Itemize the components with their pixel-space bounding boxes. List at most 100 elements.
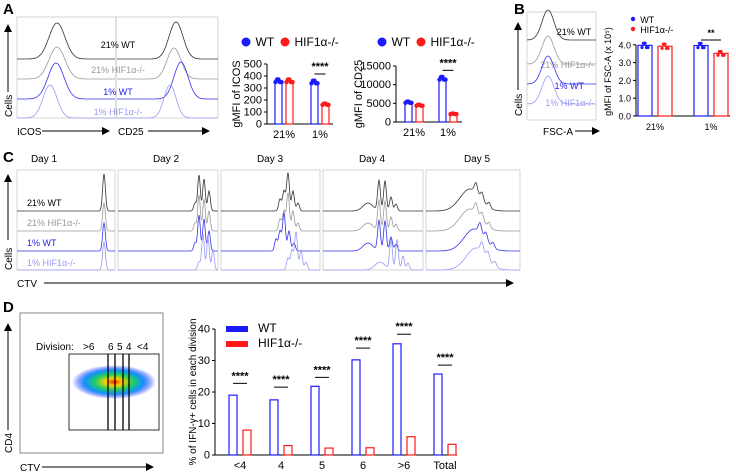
bar-hif xyxy=(406,436,416,456)
y-tick-label: 10000 xyxy=(360,79,391,91)
legend-marker-wt xyxy=(630,16,636,22)
day2-trace xyxy=(118,214,218,252)
x-tick-label: 21% xyxy=(646,122,664,132)
cd25-trace xyxy=(117,21,218,60)
data-point xyxy=(660,46,664,50)
bar-hif xyxy=(447,443,457,456)
significance-stars: ** xyxy=(707,28,715,38)
significance-stars: **** xyxy=(231,370,249,382)
hist-label-1-hif: 1% HIF1α-/- xyxy=(94,107,143,117)
bar-hif xyxy=(285,80,294,125)
x-tick-label: 21% xyxy=(273,129,295,141)
data-point xyxy=(285,77,291,82)
division-6: 6 xyxy=(108,342,114,353)
significance-stars: **** xyxy=(436,352,454,364)
legend-swatch-hif xyxy=(226,341,248,347)
data-point xyxy=(407,100,413,106)
y-tick-label: 30 xyxy=(198,355,210,367)
fsc-trace xyxy=(527,55,596,85)
data-point xyxy=(640,45,644,50)
y-tick-label: 15000 xyxy=(360,61,391,73)
division-gates xyxy=(107,354,130,430)
density-cloud xyxy=(72,365,156,399)
bar-wt xyxy=(310,81,319,125)
x-tick-label: 5 xyxy=(319,460,325,472)
bar-wt xyxy=(404,101,413,123)
x-tick-label: 1% xyxy=(440,127,456,139)
y-axis-label: gMFI of ICOS xyxy=(231,60,243,127)
y-tick-label: 10 xyxy=(198,418,210,430)
legend-marker-hif xyxy=(630,26,636,32)
bar-wt xyxy=(392,343,402,456)
legend-label-wt: WT xyxy=(258,321,277,335)
legend-label-wt: WT xyxy=(640,15,654,25)
division-gt6: >6 xyxy=(83,342,95,353)
bar-hif xyxy=(242,429,252,456)
y-tick-label: 300 xyxy=(244,83,262,95)
bar-wt xyxy=(310,385,320,456)
day4-trace xyxy=(323,218,423,252)
significance-stars: **** xyxy=(395,321,413,333)
ctv-axis-label-d: CTV xyxy=(20,463,40,474)
day-1-label: Day 1 xyxy=(31,154,58,165)
data-point xyxy=(641,41,646,45)
fsc-chart: 0.0 1.0 2.0 3.0 4.0 gMFI of FSC-A (x 10⁵) 21% 1… xyxy=(603,15,730,132)
bar-wt xyxy=(274,80,283,125)
legend-label-wt: WT xyxy=(256,35,275,49)
hist-b-label-1-hif: 1% HIF1α-/- xyxy=(545,98,594,108)
data-point xyxy=(720,53,725,57)
x-tick-label: <4 xyxy=(234,460,247,472)
x-tick-label: Total xyxy=(433,460,456,472)
data-point xyxy=(452,111,458,117)
day-3-label: Day 3 xyxy=(257,154,284,165)
day2-trace xyxy=(118,194,218,232)
hist-label-1-wt: 1% WT xyxy=(103,87,133,97)
cd4-axis-label: CD4 xyxy=(4,433,15,453)
y-axis-label: gMFI of CD25 xyxy=(353,60,365,128)
panel-label-b: B xyxy=(514,1,525,18)
day1-trace xyxy=(17,173,115,212)
data-point xyxy=(441,77,447,82)
day4-trace xyxy=(323,237,423,271)
significance-stars: **** xyxy=(313,364,331,376)
day-5-label: Day 5 xyxy=(464,154,491,165)
y-tick-label: 0 xyxy=(385,117,391,129)
data-point xyxy=(661,42,666,46)
significance-stars: **** xyxy=(439,57,457,69)
bar-hif xyxy=(283,444,293,456)
y-tick-label: 0 xyxy=(256,119,262,131)
cells-axis-label-a: Cells xyxy=(4,95,15,117)
y-tick-label: 500 xyxy=(244,59,262,71)
data-point xyxy=(664,46,669,50)
legend-label-wt: WT xyxy=(392,35,411,49)
legend-marker-hif xyxy=(416,37,426,47)
y-tick-label: 5000 xyxy=(367,98,391,110)
day3-trace xyxy=(221,192,320,232)
c-label-1-wt: 1% WT xyxy=(27,238,57,248)
data-point xyxy=(313,81,319,86)
hist-b-label-21-wt: 21% WT xyxy=(557,27,592,37)
fsc-trace xyxy=(527,9,596,41)
y-tick-label: 100 xyxy=(244,107,262,119)
legend-marker-wt xyxy=(241,37,251,47)
division-lt4: <4 xyxy=(137,342,149,353)
c-label-1-hif: 1% HIF1α-/- xyxy=(27,258,76,268)
hist-b-label-1-wt: 1% WT xyxy=(554,81,584,91)
division-4: 4 xyxy=(126,342,132,353)
day3-trace xyxy=(221,172,320,212)
fsc-trace xyxy=(527,35,596,65)
y-tick-label: 400 xyxy=(244,71,262,83)
legend-marker-hif xyxy=(280,37,290,47)
x-tick-label: 6 xyxy=(360,460,366,472)
y-tick-label: 20 xyxy=(198,387,210,399)
hist-label-21-hif: 21% HIF1α-/- xyxy=(91,65,145,75)
ctv-proliferation-histograms: Day 1 Day 2 Day 3 Day 4 Day 5 21% WT 21%… xyxy=(4,154,521,290)
bar-wt xyxy=(693,44,709,117)
division-5: 5 xyxy=(117,342,123,353)
bar-hif xyxy=(365,447,375,456)
legend-label-hif: HIF1α-/- xyxy=(431,35,475,49)
day-panel-frame xyxy=(425,169,521,271)
